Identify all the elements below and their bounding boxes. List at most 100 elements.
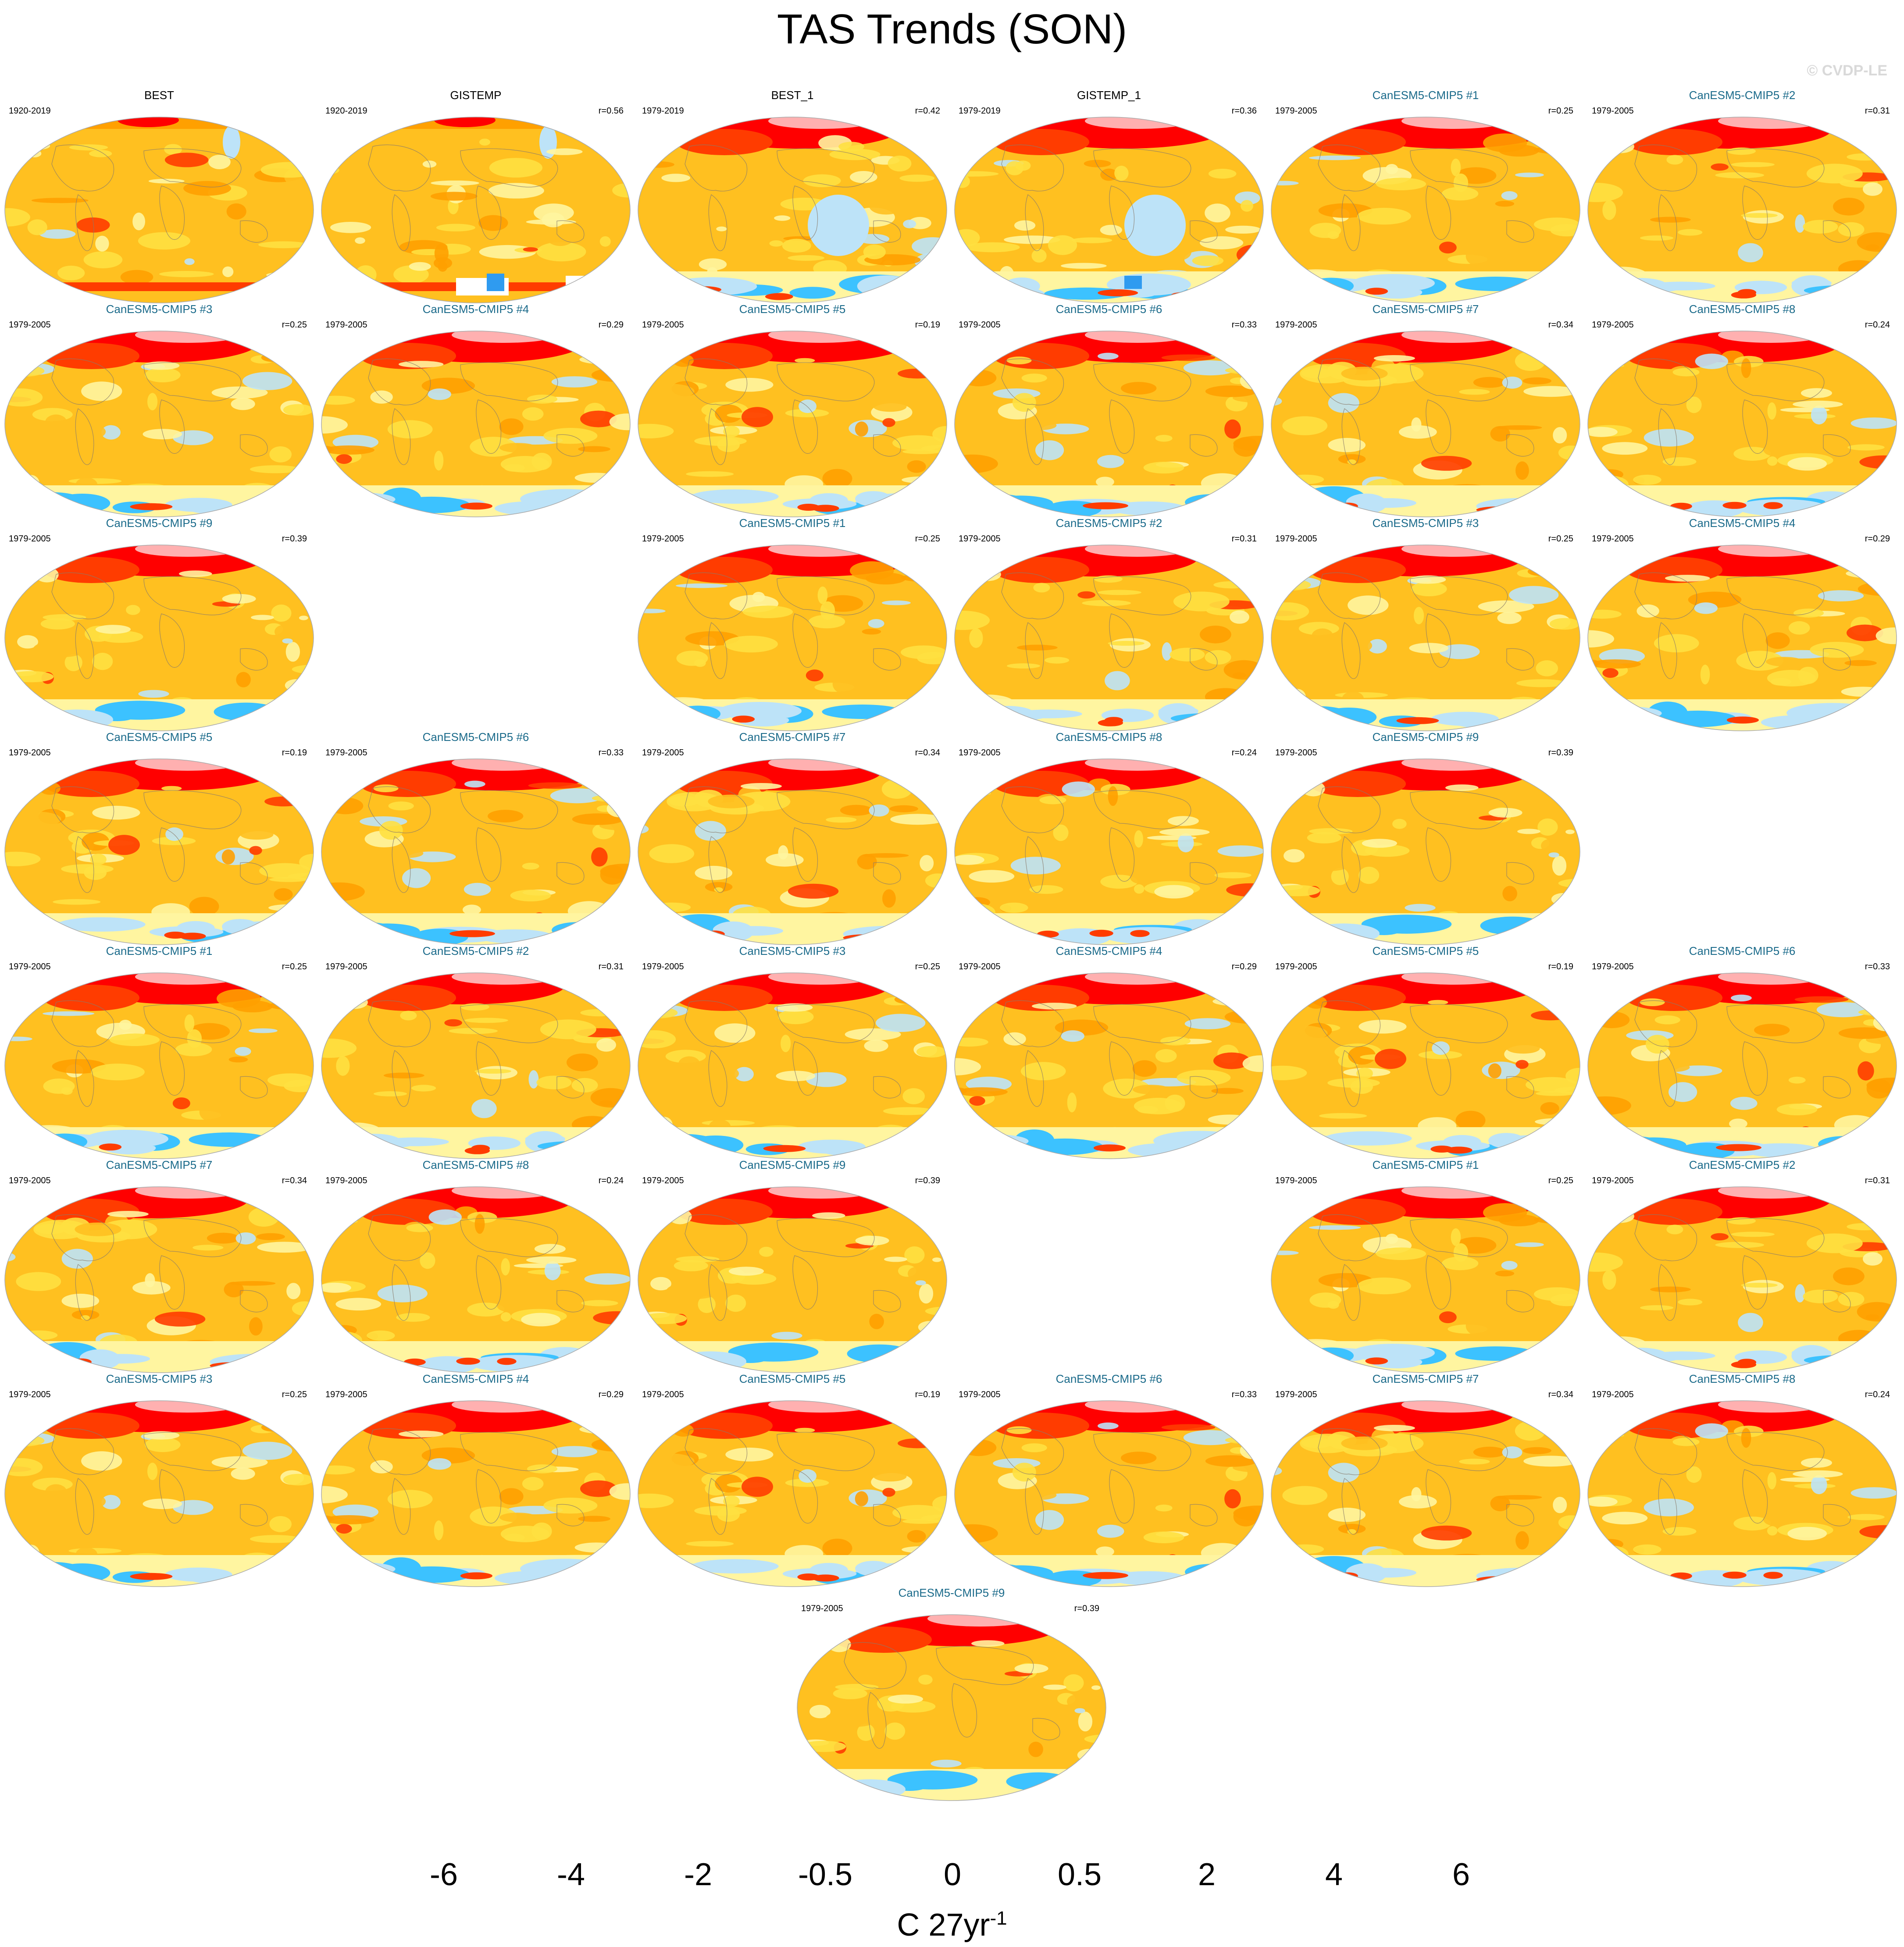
map-panel: CanESM5-CMIP5 #7 1979-2005 r=0.34 bbox=[1270, 1371, 1581, 1587]
panel-title: CanESM5-CMIP5 #5 bbox=[739, 303, 846, 316]
panel-period: 1979-2005 bbox=[959, 534, 1001, 544]
panel-period: 1979-2005 bbox=[325, 1390, 367, 1399]
panel-title: CanESM5-CMIP5 #9 bbox=[739, 1158, 846, 1171]
panel-correlation: r=0.29 bbox=[1865, 534, 1890, 544]
panel-correlation: r=0.34 bbox=[915, 748, 940, 758]
map-panel: CanESM5-CMIP5 #5 1979-2005 r=0.19 bbox=[1270, 943, 1581, 1159]
robinson-map bbox=[1271, 117, 1580, 303]
panel-period: 1979-2005 bbox=[1592, 962, 1634, 972]
panel-title: CanESM5-CMIP5 #9 bbox=[1372, 730, 1479, 744]
panel-correlation: r=0.24 bbox=[1865, 1390, 1890, 1399]
panel-title: CanESM5-CMIP5 #1 bbox=[739, 516, 846, 530]
panel-correlation: r=0.29 bbox=[598, 320, 624, 330]
panel-correlation: r=0.36 bbox=[1231, 106, 1257, 116]
panel-title: CanESM5-CMIP5 #3 bbox=[106, 303, 213, 316]
panel-title: CanESM5-CMIP5 #8 bbox=[1055, 730, 1162, 744]
colorbar-unit: C 27yr-1 bbox=[0, 1907, 1904, 1943]
panel-period: 1979-2005 bbox=[9, 962, 51, 972]
robinson-map bbox=[1271, 758, 1580, 945]
robinson-map bbox=[321, 972, 631, 1159]
panel-correlation: r=0.31 bbox=[1231, 534, 1257, 544]
panel-period: 1979-2005 bbox=[9, 1176, 51, 1185]
panel-period: 1979-2005 bbox=[959, 320, 1001, 330]
panel-title: CanESM5-CMIP5 #1 bbox=[106, 944, 213, 957]
panel-title: CanESM5-CMIP5 #8 bbox=[1689, 1372, 1796, 1385]
panel-correlation: r=0.25 bbox=[282, 962, 307, 972]
panel-period: 1979-2005 bbox=[642, 962, 684, 972]
colorbar-tick-label: 6 bbox=[1452, 1857, 1470, 1892]
map-panel: CanESM5-CMIP5 #1 1979-2005 r=0.25 bbox=[1270, 88, 1581, 303]
map-panel: CanESM5-CMIP5 #6 1979-2005 r=0.33 bbox=[953, 302, 1265, 517]
panel-period: 1979-2005 bbox=[642, 534, 684, 544]
robinson-map bbox=[954, 758, 1264, 945]
colorbar-tick-label: -0.5 bbox=[798, 1857, 852, 1892]
map-panel: CanESM5-CMIP5 #8 1979-2005 r=0.24 bbox=[1587, 1371, 1898, 1587]
panel-correlation: r=0.25 bbox=[282, 320, 307, 330]
map-panel: GISTEMP_1 1979-2019 r=0.36 bbox=[953, 88, 1265, 303]
panel-correlation: r=0.25 bbox=[915, 962, 940, 972]
robinson-map bbox=[1271, 1400, 1580, 1587]
map-panel: CanESM5-CMIP5 #5 1979-2005 r=0.19 bbox=[4, 730, 315, 945]
colorbar-tick-label: 4 bbox=[1325, 1857, 1343, 1892]
panel-correlation: r=0.42 bbox=[915, 106, 940, 116]
panel-correlation: r=0.19 bbox=[915, 1390, 940, 1399]
panel-title: CanESM5-CMIP5 #2 bbox=[1055, 516, 1162, 530]
panel-period: 1979-2005 bbox=[1592, 1176, 1634, 1185]
colorbar-tick-label: -6 bbox=[430, 1857, 458, 1892]
map-panel: CanESM5-CMIP5 #6 1979-2005 r=0.33 bbox=[1587, 943, 1898, 1159]
map-panel: CanESM5-CMIP5 #3 1979-2005 r=0.25 bbox=[637, 943, 948, 1159]
robinson-map bbox=[4, 1400, 314, 1587]
panel-correlation: r=0.19 bbox=[1548, 962, 1573, 972]
colorbar-tick-label: 0.5 bbox=[1058, 1857, 1102, 1892]
panel-correlation: r=0.33 bbox=[1231, 1390, 1257, 1399]
robinson-map bbox=[4, 117, 314, 303]
figure-title: TAS Trends (SON) bbox=[777, 6, 1127, 53]
robinson-map bbox=[638, 1186, 947, 1373]
map-panel: CanESM5-CMIP5 #1 1979-2005 r=0.25 bbox=[637, 516, 948, 731]
panel-correlation: r=0.19 bbox=[282, 748, 307, 758]
panel-correlation: r=0.19 bbox=[915, 320, 940, 330]
panel-period: 1979-2005 bbox=[642, 1390, 684, 1399]
panel-title: BEST_1 bbox=[771, 89, 814, 102]
map-panel: CanESM5-CMIP5 #9 1979-2005 r=0.39 bbox=[4, 516, 315, 731]
map-panel: CanESM5-CMIP5 #2 1979-2005 r=0.31 bbox=[953, 516, 1265, 731]
panel-title: CanESM5-CMIP5 #7 bbox=[1372, 1372, 1479, 1385]
colorbar-unit-exponent: -1 bbox=[990, 1908, 1007, 1929]
panel-title: CanESM5-CMIP5 #6 bbox=[1689, 944, 1796, 957]
map-panel: CanESM5-CMIP5 #2 1979-2005 r=0.31 bbox=[320, 943, 631, 1159]
panel-correlation: r=0.31 bbox=[1865, 1176, 1890, 1185]
robinson-map bbox=[638, 545, 947, 731]
robinson-map bbox=[321, 758, 631, 945]
robinson-map bbox=[4, 758, 314, 945]
panel-correlation: r=0.33 bbox=[1231, 320, 1257, 330]
panel-period: 1979-2005 bbox=[959, 748, 1001, 758]
panel-period: 1979-2005 bbox=[642, 320, 684, 330]
panel-period: 1979-2005 bbox=[1275, 748, 1317, 758]
map-panel: CanESM5-CMIP5 #3 1979-2005 r=0.25 bbox=[4, 1371, 315, 1587]
robinson-map bbox=[1587, 972, 1897, 1159]
panel-correlation: r=0.29 bbox=[598, 1390, 624, 1399]
panel-period: 1979-2005 bbox=[642, 748, 684, 758]
panel-period: 1979-2005 bbox=[1592, 106, 1634, 116]
robinson-map bbox=[1271, 545, 1580, 731]
panel-period: 1979-2019 bbox=[959, 106, 1001, 116]
panel-title: CanESM5-CMIP5 #3 bbox=[1372, 516, 1479, 530]
map-panel: CanESM5-CMIP5 #7 1979-2005 r=0.34 bbox=[1270, 302, 1581, 517]
panel-title: CanESM5-CMIP5 #1 bbox=[1372, 1158, 1479, 1171]
panel-period: 1979-2005 bbox=[9, 320, 51, 330]
robinson-map bbox=[1587, 545, 1897, 731]
panel-title: BEST bbox=[144, 89, 174, 102]
panel-correlation: r=0.39 bbox=[915, 1176, 940, 1185]
panel-correlation: r=0.34 bbox=[1548, 320, 1573, 330]
panel-title: CanESM5-CMIP5 #3 bbox=[739, 944, 846, 957]
robinson-map bbox=[1271, 331, 1580, 517]
panel-period: 1979-2005 bbox=[1592, 1390, 1634, 1399]
panel-correlation: r=0.31 bbox=[598, 962, 624, 972]
map-panel: CanESM5-CMIP5 #9 1979-2005 r=0.39 bbox=[1270, 730, 1581, 945]
map-panel: GISTEMP 1920-2019 r=0.56 bbox=[320, 88, 631, 303]
robinson-map bbox=[797, 1614, 1106, 1801]
robinson-map bbox=[1271, 1186, 1580, 1373]
map-panel: BEST_1 1979-2019 r=0.42 bbox=[637, 88, 948, 303]
map-panel: CanESM5-CMIP5 #8 1979-2005 r=0.24 bbox=[320, 1157, 631, 1373]
panel-correlation: r=0.33 bbox=[598, 748, 624, 758]
